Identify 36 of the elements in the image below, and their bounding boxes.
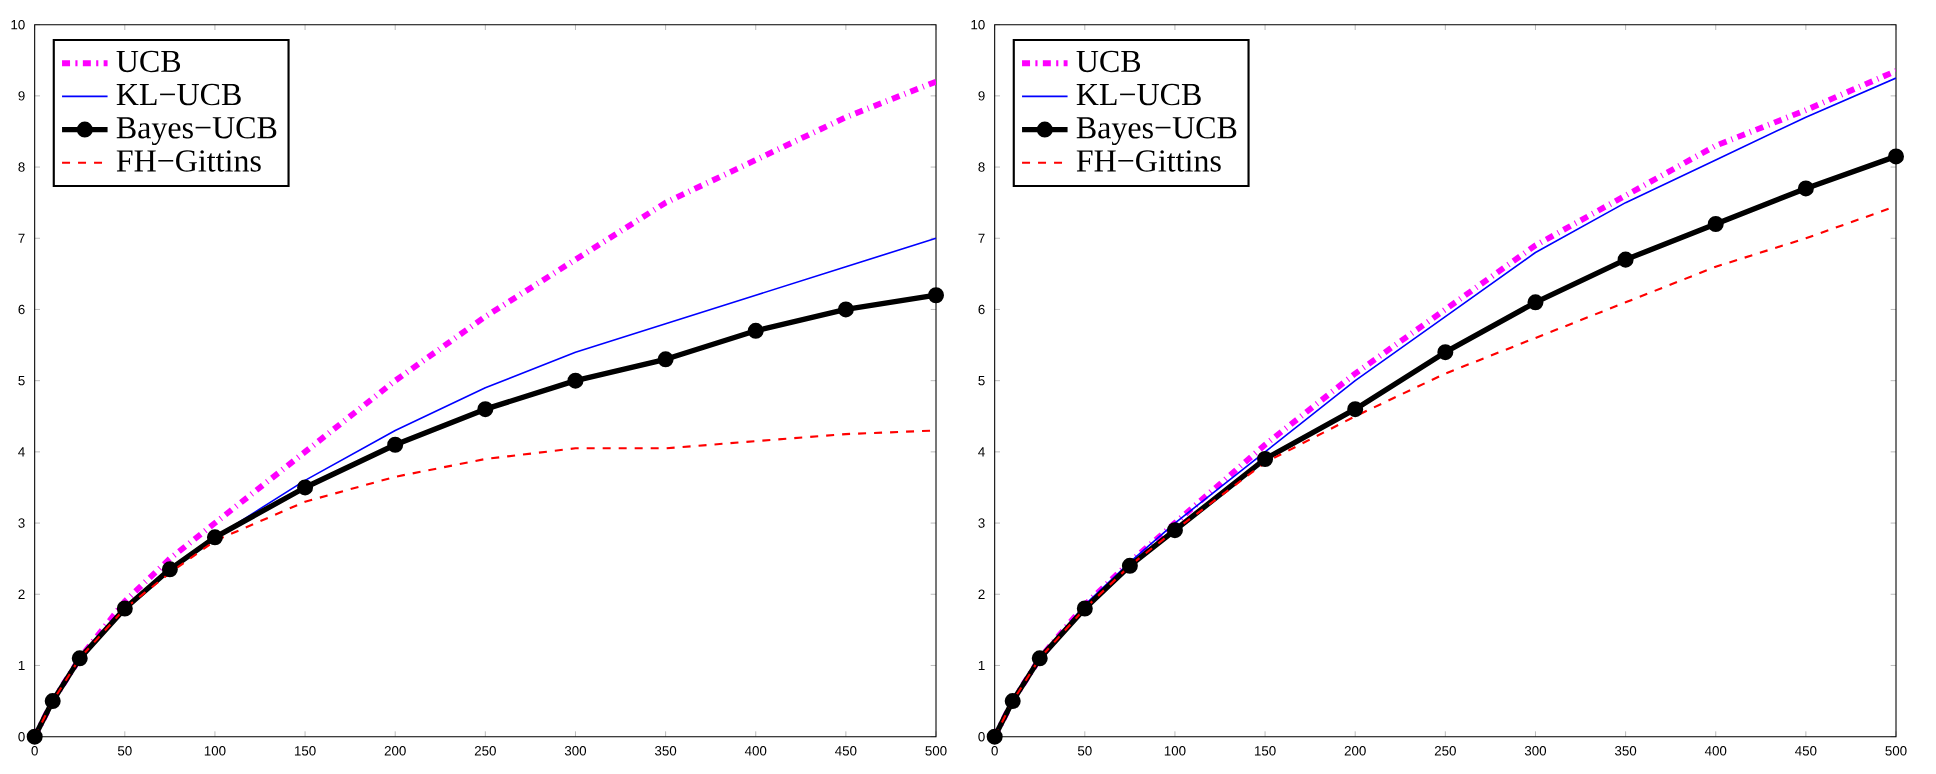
point [1076, 600, 1093, 617]
point [747, 322, 764, 339]
point [1004, 693, 1021, 710]
point [1617, 251, 1634, 268]
point [567, 372, 584, 389]
point [1347, 401, 1364, 418]
point [1121, 557, 1138, 574]
legend-label: KL−UCB [1076, 83, 1201, 106]
point [1437, 344, 1454, 361]
point [477, 401, 494, 418]
legend-label: FH−Gittins [1076, 150, 1221, 172]
point [161, 561, 178, 578]
legend-label: Bayes−UCB [1076, 117, 1237, 146]
point [387, 436, 404, 453]
point [1166, 522, 1183, 539]
legend-label: UCB [1076, 50, 1141, 73]
point [297, 479, 314, 496]
point [1707, 216, 1724, 233]
point [1527, 294, 1544, 311]
point [1257, 450, 1274, 467]
legend-label: FH−Gittins [116, 150, 261, 172]
point [116, 600, 133, 617]
legend-label: UCB [116, 50, 181, 73]
point [71, 650, 88, 667]
point [986, 728, 1003, 745]
point [657, 351, 674, 368]
point [1031, 650, 1048, 667]
point [1797, 180, 1814, 197]
point [837, 301, 854, 318]
point [26, 728, 43, 745]
legend-label: KL−UCB [116, 83, 241, 106]
point [206, 529, 223, 546]
point [44, 693, 61, 710]
legend-label: Bayes−UCB [116, 117, 277, 146]
point [1888, 148, 1905, 165]
point [928, 287, 945, 304]
